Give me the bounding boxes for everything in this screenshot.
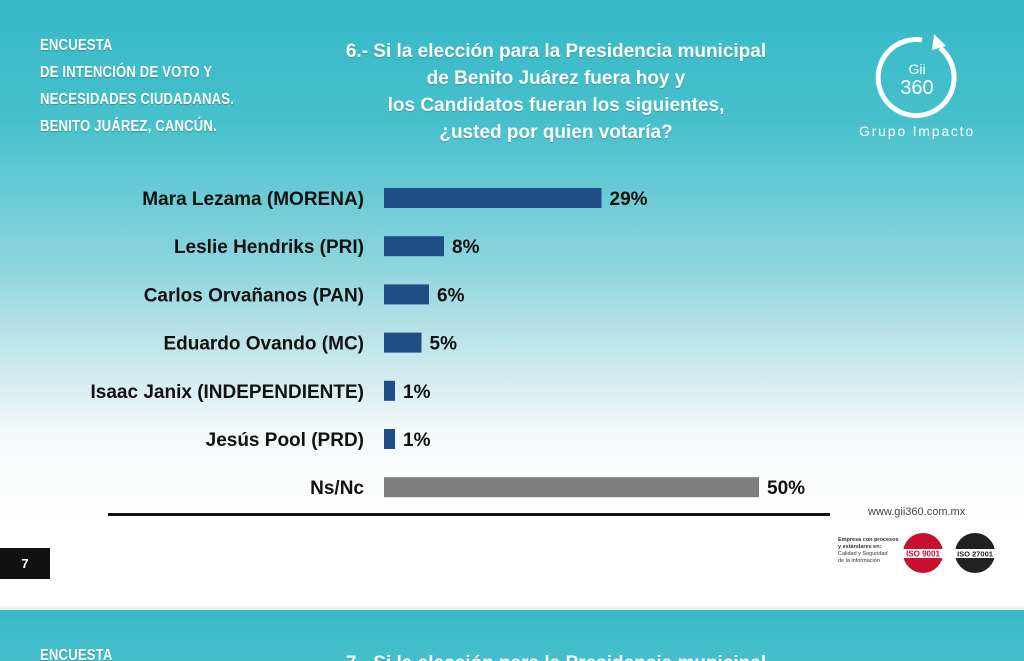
bar: [384, 236, 444, 257]
certification-text: Empresa con procesos y estándares en: Ca…: [838, 537, 900, 565]
bar: [384, 284, 429, 305]
value-label: 50%: [767, 478, 805, 499]
website-url: www.gii360.com.mx: [868, 506, 966, 518]
value-label: 1%: [403, 382, 431, 403]
bar: [384, 380, 395, 401]
logo-mark-top: Gii: [908, 61, 925, 77]
value-label: 5%: [430, 334, 458, 355]
survey-title-line: ENCUESTA: [40, 37, 113, 54]
category-label: Carlos Orvañanos (PAN): [144, 285, 364, 306]
logo-mark-bottom: 360: [900, 77, 933, 99]
logo-tagline: Grupo Impacto: [859, 123, 975, 139]
circular-arrow-logo-icon: Gii 360: [875, 34, 957, 118]
cert-line: Empresa con procesos: [838, 537, 899, 543]
question-line: los Candidatos fueran los siguientes,: [387, 95, 725, 116]
gii360-logo: Gii 360 Grupo Impacto: [842, 28, 992, 148]
value-label: 29%: [610, 189, 648, 210]
next-slide-partial: ENCUESTA 7.- Si la elección para la Pres…: [0, 610, 1024, 661]
bar: [384, 429, 395, 449]
question-line: 6.- Si la elección para la Presidencia m…: [345, 41, 767, 62]
value-label: 8%: [452, 237, 480, 258]
value-label: 1%: [403, 430, 431, 451]
cert-line: Calidad y Seguridad: [838, 551, 888, 557]
survey-slide: ENCUESTA DE INTENCIÓN DE VOTO Y NECESIDA…: [0, 0, 1024, 606]
slide-separator: [0, 606, 1024, 610]
category-label: Ns/Nc: [310, 478, 364, 499]
bar: [384, 477, 759, 498]
question-line: ¿usted por quien votaría?: [439, 122, 673, 143]
chart-baseline-rule: [108, 513, 830, 516]
survey-title-line: BENITO JUÁREZ, CANCÚN.: [40, 118, 217, 135]
cert-line: de la información: [838, 558, 880, 564]
category-label: Mara Lezama (MORENA): [142, 189, 364, 210]
iso-9001-label: ISO 9001: [906, 550, 940, 559]
next-survey-title: ENCUESTA: [40, 647, 113, 661]
bar: [384, 188, 602, 208]
iso-9001-badge: ISO 9001: [900, 531, 946, 575]
cert-line: y estándares en:: [838, 544, 882, 550]
next-question-text: 7.- Si la elección para la Presidencia m…: [300, 650, 812, 661]
question-text: 6.- Si la elección para la Presidencia m…: [300, 38, 812, 146]
category-label: Leslie Hendriks (PRI): [174, 237, 364, 258]
value-label: 6%: [437, 285, 465, 306]
iso-27001-badge: ISO 27001: [952, 531, 998, 575]
category-label: Jesús Pool (PRD): [206, 430, 364, 451]
survey-title-line: NECESIDADES CIUDADANAS.: [40, 91, 235, 108]
page-number: 7: [0, 548, 50, 579]
bar-chart: Mara Lezama (MORENA) 29% Leslie Hendriks (…: [91, 188, 805, 499]
survey-title-line: DE INTENCIÓN DE VOTO Y: [40, 64, 213, 81]
category-label: Isaac Janix (INDEPENDIENTE): [91, 382, 364, 403]
bar: [384, 332, 422, 353]
question-line: de Benito Juárez fuera hoy y: [426, 68, 686, 89]
category-label: Eduardo Ovando (MC): [163, 334, 364, 355]
iso-27001-label: ISO 27001: [957, 550, 993, 559]
survey-title: ENCUESTA DE INTENCIÓN DE VOTO Y NECESIDA…: [40, 32, 234, 140]
